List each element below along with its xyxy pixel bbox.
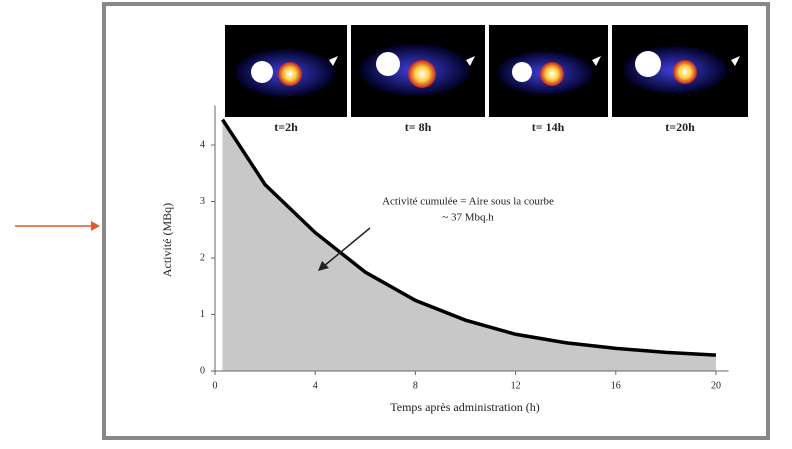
x-tick-label: 16 bbox=[611, 380, 621, 391]
annotation: ~ 37 Mbq.h bbox=[442, 212, 494, 224]
pointer-arrowhead bbox=[91, 221, 100, 231]
x-tick-label: 12 bbox=[511, 380, 521, 391]
y-tick-label: 0 bbox=[200, 365, 205, 376]
x-tick-label: 20 bbox=[711, 380, 721, 391]
scan-spot bbox=[673, 60, 697, 84]
y-tick-label: 4 bbox=[200, 139, 205, 150]
y-tick-label: 1 bbox=[200, 309, 205, 320]
scan-spot bbox=[540, 62, 564, 86]
scan-spot bbox=[376, 52, 400, 76]
y-tick-label: 3 bbox=[200, 196, 205, 207]
image-label: t= 8h bbox=[405, 120, 432, 134]
scan-spot bbox=[408, 60, 436, 88]
image-label: t=2h bbox=[274, 120, 298, 134]
scan-spot bbox=[278, 62, 302, 86]
annotation: Activité cumulée = Aire sous la courbe bbox=[382, 196, 554, 208]
x-tick-label: 4 bbox=[313, 380, 318, 391]
image-label: t= 14h bbox=[532, 120, 565, 134]
image-label: t=20h bbox=[665, 120, 695, 134]
screenshot: t=2h t= 8h t= 14h t=20h Temps après admi… bbox=[0, 0, 792, 444]
x-tick-label: 0 bbox=[213, 380, 218, 391]
x-axis-label: Temps après administration (h) bbox=[390, 400, 539, 414]
scan-spot bbox=[635, 51, 661, 77]
scan-spot bbox=[251, 61, 273, 83]
y-axis-label: Activité (MBq) bbox=[160, 203, 174, 277]
x-tick-label: 8 bbox=[413, 380, 418, 391]
y-tick-label: 2 bbox=[200, 252, 205, 263]
scan-spot bbox=[512, 62, 532, 82]
